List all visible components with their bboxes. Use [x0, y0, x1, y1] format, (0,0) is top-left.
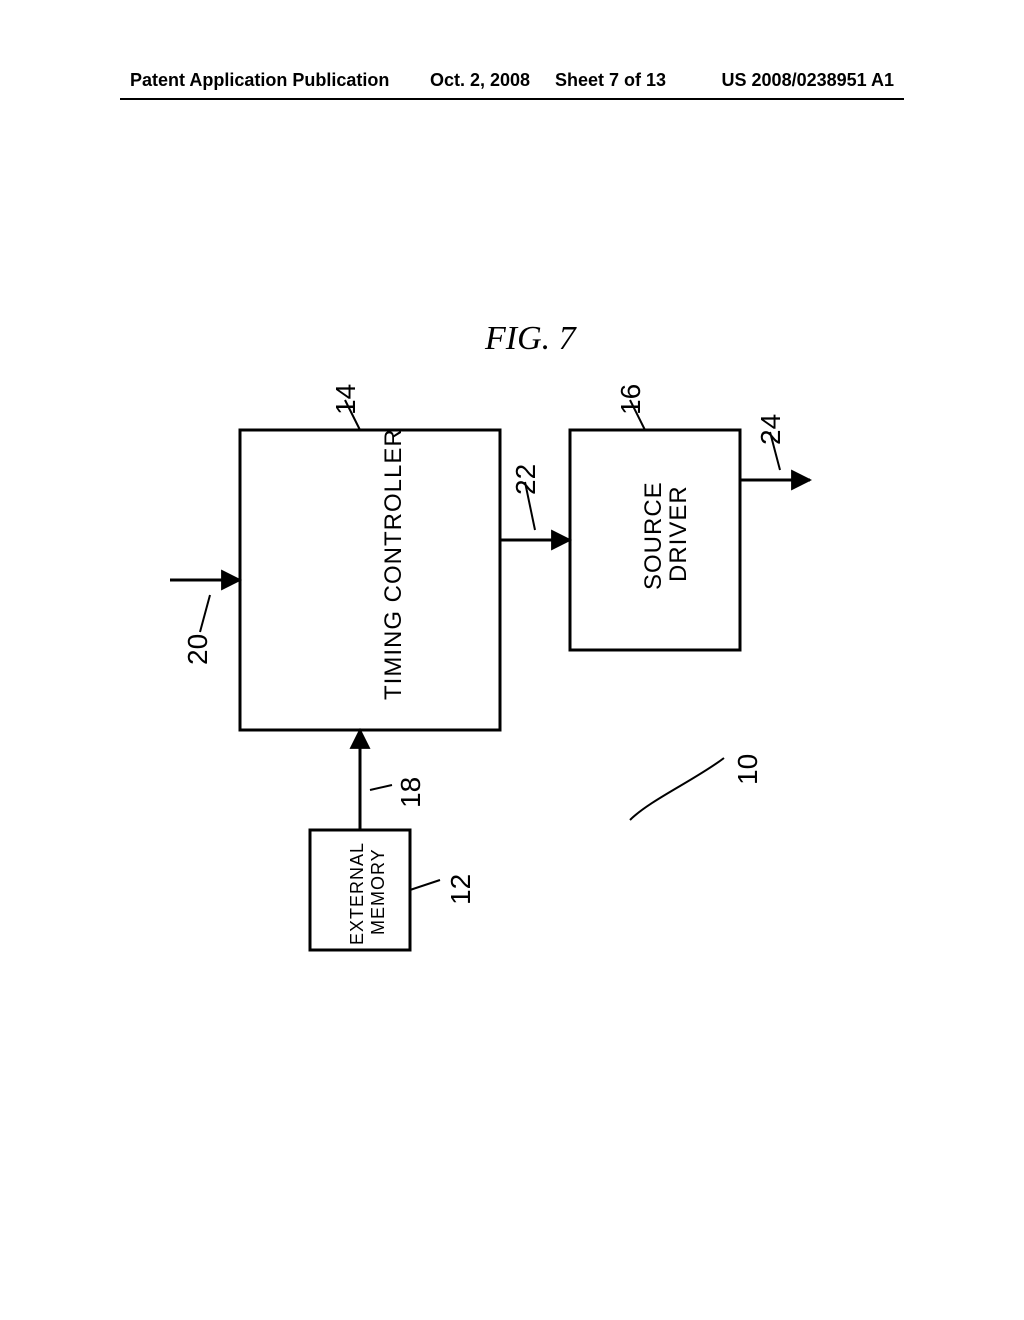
ref-10: 10: [732, 754, 764, 785]
source-driver-label-line2: DRIVER: [665, 485, 693, 582]
figure-title: FIG. 7: [485, 320, 576, 358]
ref-16: 16: [615, 384, 647, 415]
source-driver-label-line1: SOURCE: [640, 481, 668, 590]
diagram-svg: [0, 0, 1024, 1320]
ref-22: 22: [510, 464, 542, 495]
timing-controller-label: TIMING CONTROLLER: [380, 428, 408, 700]
external-memory-label-line2: MEMORY: [368, 848, 389, 935]
ref-14: 14: [330, 384, 362, 415]
external-memory-label-line1: EXTERNAL: [347, 842, 368, 945]
ref-20: 20: [182, 634, 214, 665]
page: Patent Application Publication Oct. 2, 2…: [0, 0, 1024, 1320]
ref-24: 24: [755, 414, 787, 445]
ref-12: 12: [445, 874, 477, 905]
figure-7: FIG. 7 TIMING CONTROLLER SOURCE DRIVER E…: [0, 0, 1024, 1320]
ref-18: 18: [395, 777, 427, 808]
